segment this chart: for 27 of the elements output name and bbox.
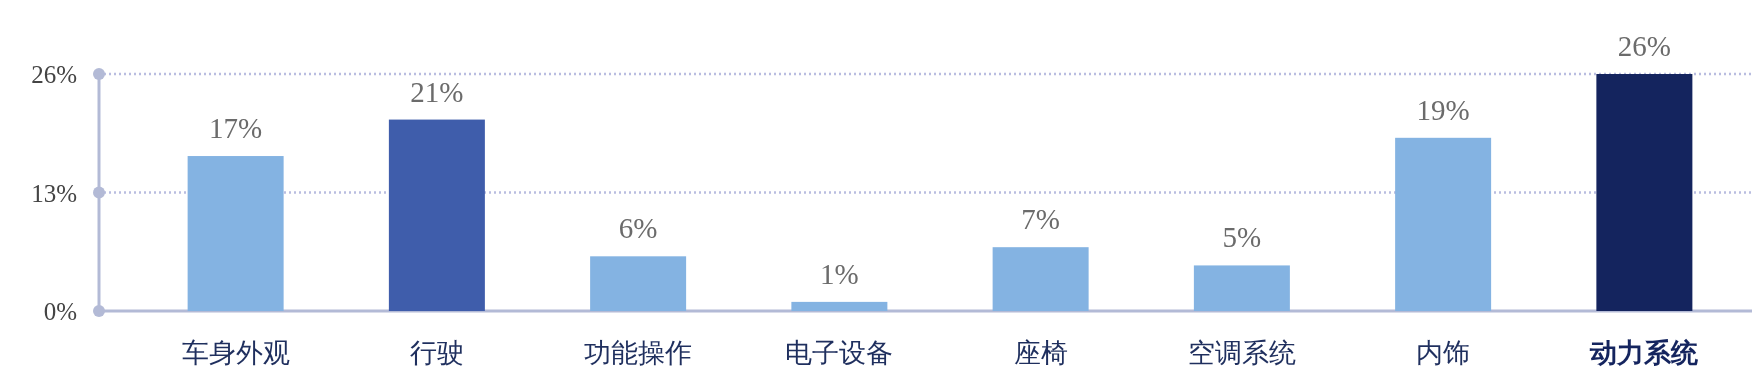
data-label: 21% [410,75,464,108]
data-label: 19% [1416,93,1470,126]
x-tick-label: 行驶 [409,337,464,368]
bar [992,247,1089,311]
bar [388,119,485,311]
x-tick-label: 车身外观 [181,337,290,368]
data-label: 6% [618,212,658,245]
bar [590,256,687,311]
data-label: 5% [1222,221,1262,254]
x-tick-label: 功能操作 [584,337,693,368]
data-label: 26% [1617,30,1671,62]
y-tick-label: 0% [43,298,77,325]
bar [1395,137,1492,311]
x-tick-label: 空调系统 [1187,337,1296,368]
bar [791,301,888,311]
bar [187,156,284,311]
bar [1193,265,1290,311]
y-tick-label: 13% [31,179,77,207]
x-tick-label: 电子设备 [785,337,894,368]
y-tick-label: 26% [31,61,77,88]
data-label: 17% [209,112,263,145]
bar [1596,74,1693,311]
x-tick-label: 内饰 [1416,337,1471,368]
data-label: 1% [820,257,859,290]
x-tick-label: 动力系统 [1589,337,1700,368]
x-tick-label: 座椅 [1013,337,1068,368]
data-label: 7% [1021,203,1060,236]
